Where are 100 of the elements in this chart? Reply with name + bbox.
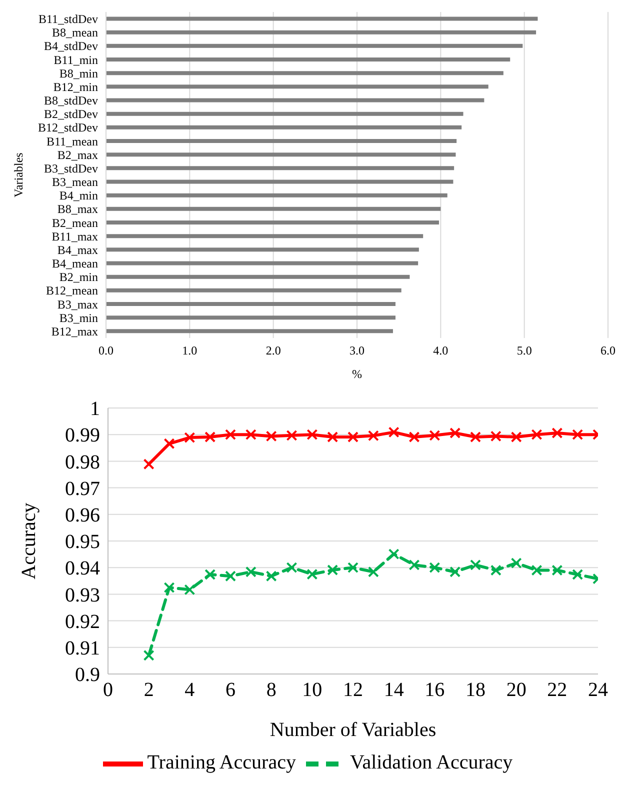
y-tick-label: B3_mean xyxy=(52,175,98,190)
x-tick-label: 2 xyxy=(144,679,154,702)
y-axis-title: Variables xyxy=(11,152,26,198)
y-tick-label: B8_stdDev xyxy=(44,94,98,108)
point xyxy=(470,431,481,442)
bar xyxy=(106,71,504,76)
y-tick-label: 0.97 xyxy=(65,478,100,500)
point xyxy=(286,562,298,574)
x-tick-label: 6.0 xyxy=(600,344,616,358)
y-tick-label: B12_min xyxy=(53,80,98,94)
bar xyxy=(106,274,410,279)
y-tick-label: 0.94 xyxy=(65,558,100,580)
point xyxy=(245,566,256,578)
x-tick-label: 4.0 xyxy=(433,344,448,358)
x-tick-label: 12 xyxy=(343,679,363,702)
y-tick-label: B11_stdDev xyxy=(38,12,98,26)
x-tick-label: 0 xyxy=(103,679,113,702)
x-tick-label: 4 xyxy=(184,679,195,702)
y-tick-label: B8_mean xyxy=(52,26,98,40)
point xyxy=(327,564,338,576)
y-tick-label: B12_mean xyxy=(46,284,98,298)
bar xyxy=(106,166,454,170)
point xyxy=(306,429,318,440)
x-tick-label: 16 xyxy=(424,679,445,702)
y-tick-label: 0.91 xyxy=(65,638,100,660)
point xyxy=(143,650,154,661)
y-tick-label: 1 xyxy=(90,398,100,420)
x-tick-label: 8 xyxy=(266,679,276,702)
bar xyxy=(106,112,464,116)
point xyxy=(164,582,175,594)
legend-label: Training Accuracy xyxy=(147,752,296,774)
y-tick-label: 0.92 xyxy=(65,610,100,633)
point xyxy=(164,438,175,450)
bar xyxy=(106,125,462,130)
point xyxy=(306,568,318,580)
y-tick-label: B2_min xyxy=(59,270,98,284)
bar xyxy=(106,193,448,198)
legend-label: Validation Accuracy xyxy=(350,752,513,774)
point xyxy=(368,430,379,442)
point xyxy=(552,428,563,439)
x-tick-label: 2.0 xyxy=(266,344,281,358)
y-tick-label: B4_mean xyxy=(52,256,98,271)
bar xyxy=(106,152,456,157)
point xyxy=(572,569,584,580)
point xyxy=(204,431,216,442)
y-tick-label: 0.98 xyxy=(65,451,100,474)
point xyxy=(225,429,236,440)
x-tick-label: 5.0 xyxy=(516,344,532,358)
point xyxy=(510,558,522,569)
y-tick-label: 0.99 xyxy=(65,424,100,447)
point xyxy=(388,548,400,560)
point xyxy=(348,431,358,442)
y-tick-label: B12_stdDev xyxy=(38,120,98,135)
y-tick-label: B11_max xyxy=(52,229,98,244)
y-tick-label: B3_max xyxy=(57,297,98,312)
x-tick-label: 1.0 xyxy=(182,344,198,358)
point xyxy=(450,428,461,439)
bar xyxy=(106,30,536,34)
x-tick-label: 10 xyxy=(302,679,322,702)
point xyxy=(266,430,277,442)
y-tick-label: B2_mean xyxy=(52,216,98,230)
bar xyxy=(106,139,457,144)
y-tick-label: B2_stdDev xyxy=(44,107,98,122)
bar xyxy=(106,329,393,334)
x-tick-label: 20 xyxy=(506,679,526,702)
x-tick-label: 24 xyxy=(588,679,608,702)
bar xyxy=(106,180,454,184)
y-tick-label: B12_max xyxy=(51,324,98,338)
bar xyxy=(106,248,419,252)
point xyxy=(408,559,420,570)
point xyxy=(245,429,256,440)
point xyxy=(388,426,400,438)
point xyxy=(408,431,420,442)
bar xyxy=(106,98,484,102)
y-tick-label: B3_min xyxy=(59,310,98,325)
bar xyxy=(106,288,402,292)
bar xyxy=(106,44,523,48)
point xyxy=(470,559,481,570)
x-tick-label: 0.0 xyxy=(98,344,114,358)
point xyxy=(184,584,196,596)
bar xyxy=(106,84,488,89)
point xyxy=(286,430,298,441)
point xyxy=(348,562,358,574)
bar xyxy=(106,302,396,306)
point xyxy=(490,564,502,576)
y-tick-label: 0.95 xyxy=(65,531,100,554)
x-tick-label: 14 xyxy=(384,679,404,702)
point xyxy=(368,566,379,578)
x-tick-label: 6 xyxy=(226,679,236,702)
x-axis-title: Number of Variables xyxy=(270,719,436,741)
y-tick-label: 0.9 xyxy=(75,664,100,686)
bar xyxy=(106,316,396,320)
bar xyxy=(106,261,418,266)
point xyxy=(510,431,522,442)
point xyxy=(143,458,154,470)
point xyxy=(204,569,216,580)
y-tick-label: B4_max xyxy=(57,242,98,257)
y-tick-label: B8_min xyxy=(59,66,98,80)
bar xyxy=(106,220,439,225)
bar xyxy=(106,16,538,21)
